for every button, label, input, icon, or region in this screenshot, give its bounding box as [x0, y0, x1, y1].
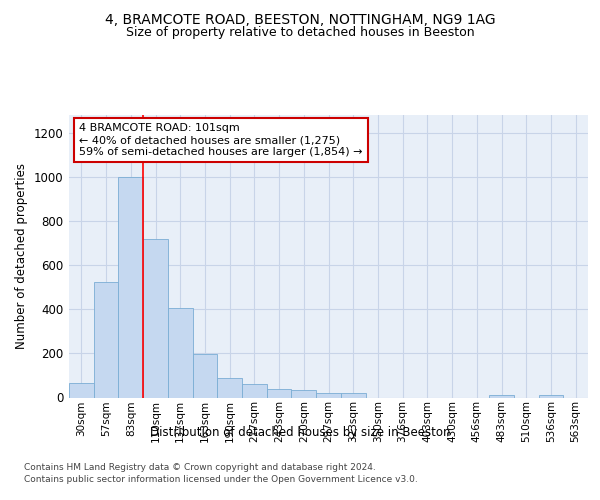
Y-axis label: Number of detached properties: Number of detached properties: [15, 163, 28, 350]
Text: Distribution of detached houses by size in Beeston: Distribution of detached houses by size …: [150, 426, 450, 439]
Bar: [539, 395, 563, 398]
Bar: [316, 393, 341, 398]
Bar: [217, 378, 242, 398]
Bar: [143, 238, 168, 398]
Text: Contains public sector information licensed under the Open Government Licence v3: Contains public sector information licen…: [24, 475, 418, 484]
Bar: [69, 383, 94, 398]
Bar: [168, 308, 193, 398]
Bar: [193, 354, 217, 398]
Bar: [242, 384, 267, 398]
Text: Size of property relative to detached houses in Beeston: Size of property relative to detached ho…: [125, 26, 475, 39]
Bar: [292, 390, 316, 398]
Bar: [94, 282, 118, 398]
Bar: [489, 395, 514, 398]
Bar: [118, 177, 143, 398]
Text: Contains HM Land Registry data © Crown copyright and database right 2024.: Contains HM Land Registry data © Crown c…: [24, 462, 376, 471]
Text: 4 BRAMCOTE ROAD: 101sqm
← 40% of detached houses are smaller (1,275)
59% of semi: 4 BRAMCOTE ROAD: 101sqm ← 40% of detache…: [79, 124, 363, 156]
Bar: [341, 393, 365, 398]
Bar: [267, 388, 292, 398]
Text: 4, BRAMCOTE ROAD, BEESTON, NOTTINGHAM, NG9 1AG: 4, BRAMCOTE ROAD, BEESTON, NOTTINGHAM, N…: [104, 12, 496, 26]
